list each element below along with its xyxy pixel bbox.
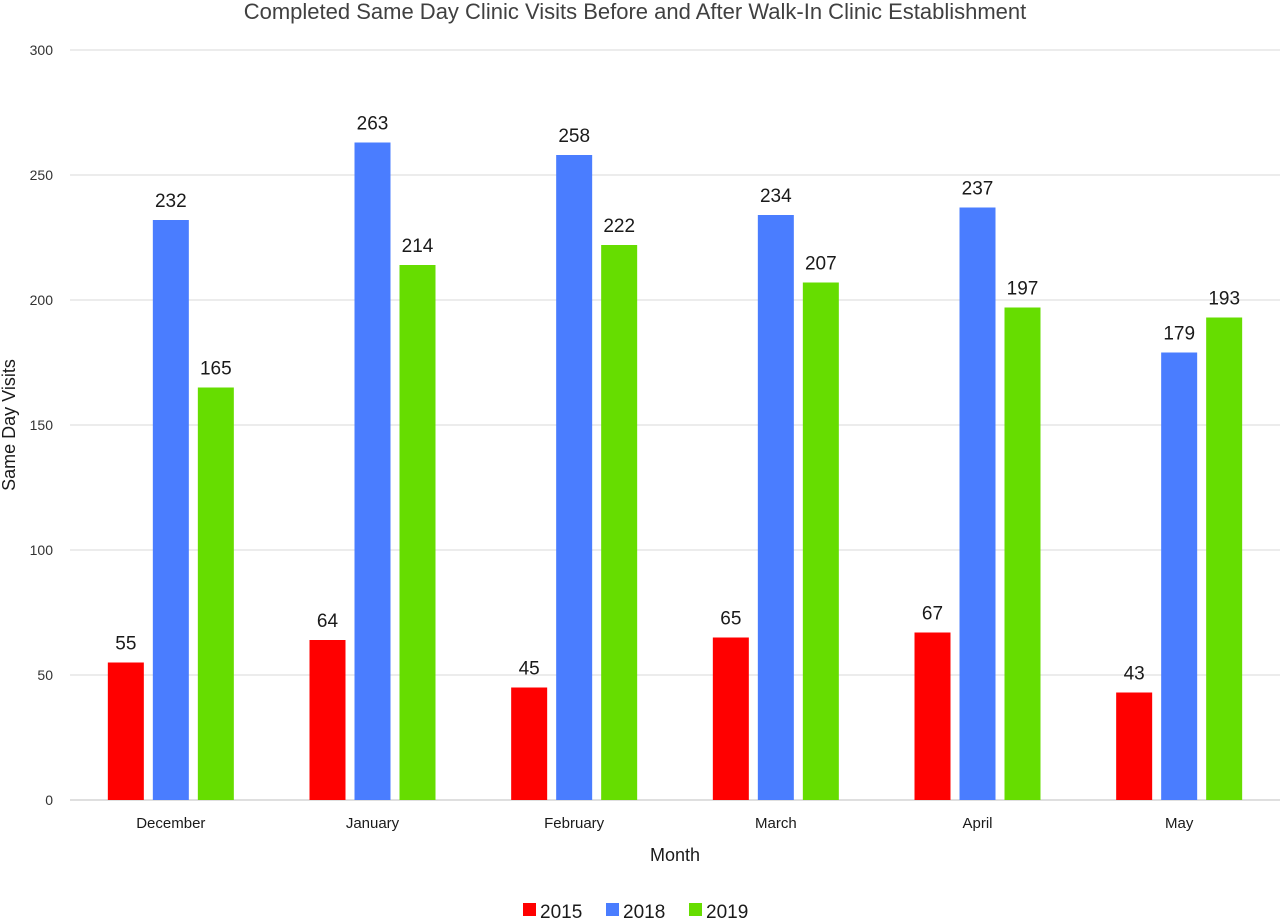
y-axis-ticks: 0 50 100 150 200 250 300 bbox=[30, 42, 54, 808]
legend-label: 2018 bbox=[623, 902, 665, 919]
data-label: 45 bbox=[519, 659, 540, 680]
data-label: 64 bbox=[317, 611, 339, 632]
x-category-label: December bbox=[136, 815, 205, 832]
bar bbox=[107, 662, 144, 800]
x-category-label: February bbox=[544, 815, 605, 832]
bar bbox=[1161, 352, 1198, 800]
y-tick-label: 250 bbox=[30, 167, 54, 183]
bar bbox=[197, 387, 234, 800]
bar bbox=[556, 155, 593, 800]
x-category-label: May bbox=[1165, 815, 1194, 832]
legend-swatch bbox=[523, 903, 536, 916]
legend: 2015 2018 2019 bbox=[523, 902, 748, 919]
data-label: 43 bbox=[1124, 664, 1145, 685]
bar bbox=[1206, 317, 1243, 800]
bar bbox=[601, 245, 638, 800]
bar bbox=[757, 215, 794, 800]
chart-title: Completed Same Day Clinic Visits Before … bbox=[244, 0, 1027, 24]
legend-label: 2015 bbox=[540, 902, 582, 919]
bar bbox=[959, 207, 996, 800]
data-label: 237 bbox=[962, 179, 994, 200]
data-labels: 55 232 165 64 263 214 45 258 222 65 234 207 67 237 197… bbox=[115, 114, 1240, 685]
data-label: 232 bbox=[155, 191, 187, 212]
bars bbox=[107, 142, 1243, 800]
legend-label: 2019 bbox=[706, 902, 748, 919]
data-label: 197 bbox=[1007, 279, 1039, 300]
y-tick-label: 200 bbox=[30, 292, 54, 308]
bar bbox=[354, 142, 391, 800]
data-label: 263 bbox=[357, 114, 389, 135]
data-label: 258 bbox=[558, 126, 590, 147]
data-label: 193 bbox=[1208, 289, 1240, 310]
bar bbox=[802, 282, 839, 800]
x-category-label: January bbox=[346, 815, 400, 832]
bar bbox=[511, 687, 548, 800]
bar bbox=[152, 220, 189, 800]
data-label: 222 bbox=[603, 216, 635, 237]
bar bbox=[399, 265, 436, 800]
y-tick-label: 0 bbox=[45, 792, 53, 808]
x-category-label: March bbox=[755, 815, 797, 832]
data-label: 207 bbox=[805, 254, 837, 275]
gridlines bbox=[70, 49, 1280, 801]
x-category-label: April bbox=[962, 815, 992, 832]
legend-swatch bbox=[606, 903, 619, 916]
bar bbox=[1004, 307, 1041, 800]
x-axis-title: Month bbox=[650, 845, 700, 865]
data-label: 55 bbox=[115, 634, 136, 655]
data-label: 165 bbox=[200, 359, 232, 380]
x-axis-categories: December January February March April May bbox=[136, 815, 1194, 832]
legend-swatch bbox=[689, 903, 702, 916]
bar bbox=[309, 640, 346, 800]
y-tick-label: 100 bbox=[30, 542, 54, 558]
y-tick-label: 50 bbox=[37, 667, 53, 683]
bar bbox=[712, 637, 749, 800]
data-label: 214 bbox=[402, 236, 434, 257]
bar bbox=[914, 632, 951, 800]
data-label: 234 bbox=[760, 186, 792, 207]
data-label: 65 bbox=[720, 609, 741, 630]
data-label: 67 bbox=[922, 604, 943, 625]
y-tick-label: 150 bbox=[30, 417, 54, 433]
bar bbox=[1116, 692, 1153, 800]
y-axis-title: Same Day Visits bbox=[0, 359, 19, 491]
y-tick-label: 300 bbox=[30, 42, 54, 58]
data-label: 179 bbox=[1163, 324, 1195, 345]
